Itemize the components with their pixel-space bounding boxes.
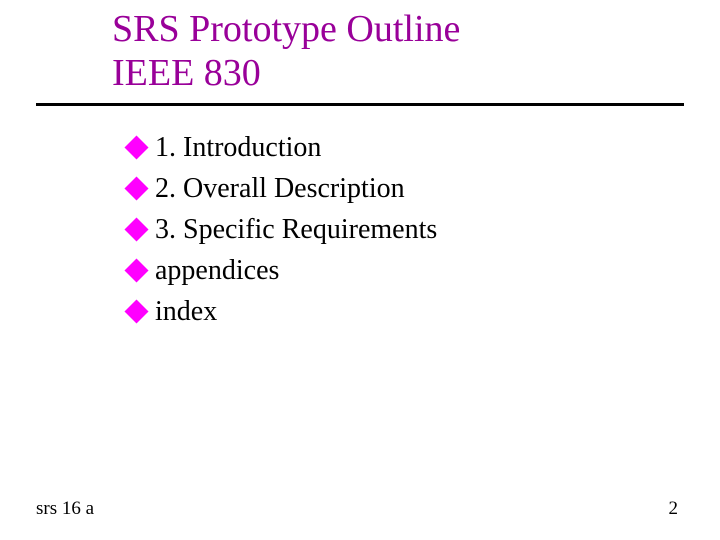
list-item: appendices bbox=[128, 251, 437, 290]
list-item: index bbox=[128, 292, 437, 331]
bullet-text: 3. Specific Requirements bbox=[155, 213, 437, 247]
bullet-list: 1. Introduction 2. Overall Description 3… bbox=[128, 128, 437, 333]
list-item: 1. Introduction bbox=[128, 128, 437, 167]
bullet-text: 2. Overall Description bbox=[155, 172, 405, 206]
diamond-bullet-icon bbox=[124, 217, 148, 241]
list-item: 3. Specific Requirements bbox=[128, 210, 437, 249]
footer-left: srs 16 a bbox=[36, 498, 94, 520]
slide: SRS Prototype Outline IEEE 830 1. Introd… bbox=[0, 0, 720, 540]
bullet-text: 1. Introduction bbox=[155, 131, 321, 165]
title-line-1: SRS Prototype Outline bbox=[112, 8, 460, 52]
diamond-bullet-icon bbox=[124, 258, 148, 282]
diamond-bullet-icon bbox=[124, 299, 148, 323]
footer-page-number: 2 bbox=[669, 498, 679, 520]
list-item: 2. Overall Description bbox=[128, 169, 437, 208]
diamond-bullet-icon bbox=[124, 176, 148, 200]
diamond-bullet-icon bbox=[124, 135, 148, 159]
bullet-text: appendices bbox=[155, 254, 279, 288]
bullet-text: index bbox=[155, 295, 217, 329]
title-line-2: IEEE 830 bbox=[112, 52, 460, 96]
title-block: SRS Prototype Outline IEEE 830 bbox=[112, 8, 460, 95]
title-underline bbox=[36, 103, 684, 106]
